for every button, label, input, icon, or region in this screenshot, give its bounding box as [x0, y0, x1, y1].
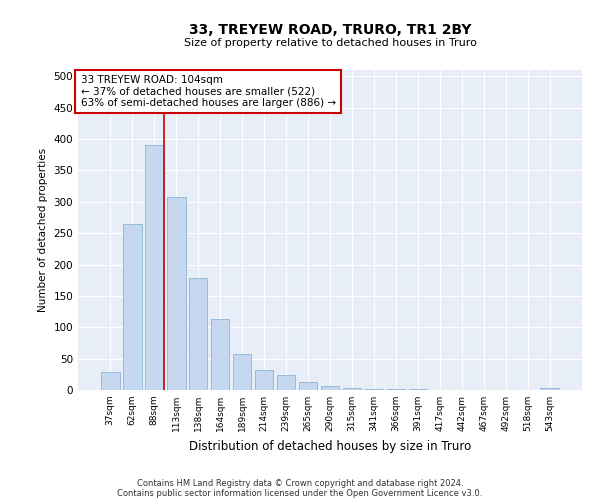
Bar	[211, 319, 229, 390]
Bar	[145, 146, 164, 390]
Text: Contains HM Land Registry data © Crown copyright and database right 2024.: Contains HM Land Registry data © Crown c…	[137, 478, 463, 488]
Text: 33 TREYEW ROAD: 104sqm
← 37% of detached houses are smaller (522)
63% of semi-de: 33 TREYEW ROAD: 104sqm ← 37% of detached…	[80, 75, 335, 108]
Text: 33, TREYEW ROAD, TRURO, TR1 2BY: 33, TREYEW ROAD, TRURO, TR1 2BY	[189, 22, 471, 36]
Bar	[233, 354, 251, 390]
Bar	[299, 382, 317, 390]
X-axis label: Distribution of detached houses by size in Truro: Distribution of detached houses by size …	[189, 440, 471, 452]
Bar	[123, 224, 142, 390]
Bar	[343, 388, 361, 390]
Text: Size of property relative to detached houses in Truro: Size of property relative to detached ho…	[184, 38, 476, 48]
Bar	[255, 370, 274, 390]
Bar	[277, 375, 295, 390]
Bar	[320, 386, 340, 390]
Bar	[167, 196, 185, 390]
Text: Contains public sector information licensed under the Open Government Licence v3: Contains public sector information licen…	[118, 488, 482, 498]
Bar	[189, 278, 208, 390]
Bar	[101, 372, 119, 390]
Bar	[541, 388, 559, 390]
Y-axis label: Number of detached properties: Number of detached properties	[38, 148, 48, 312]
